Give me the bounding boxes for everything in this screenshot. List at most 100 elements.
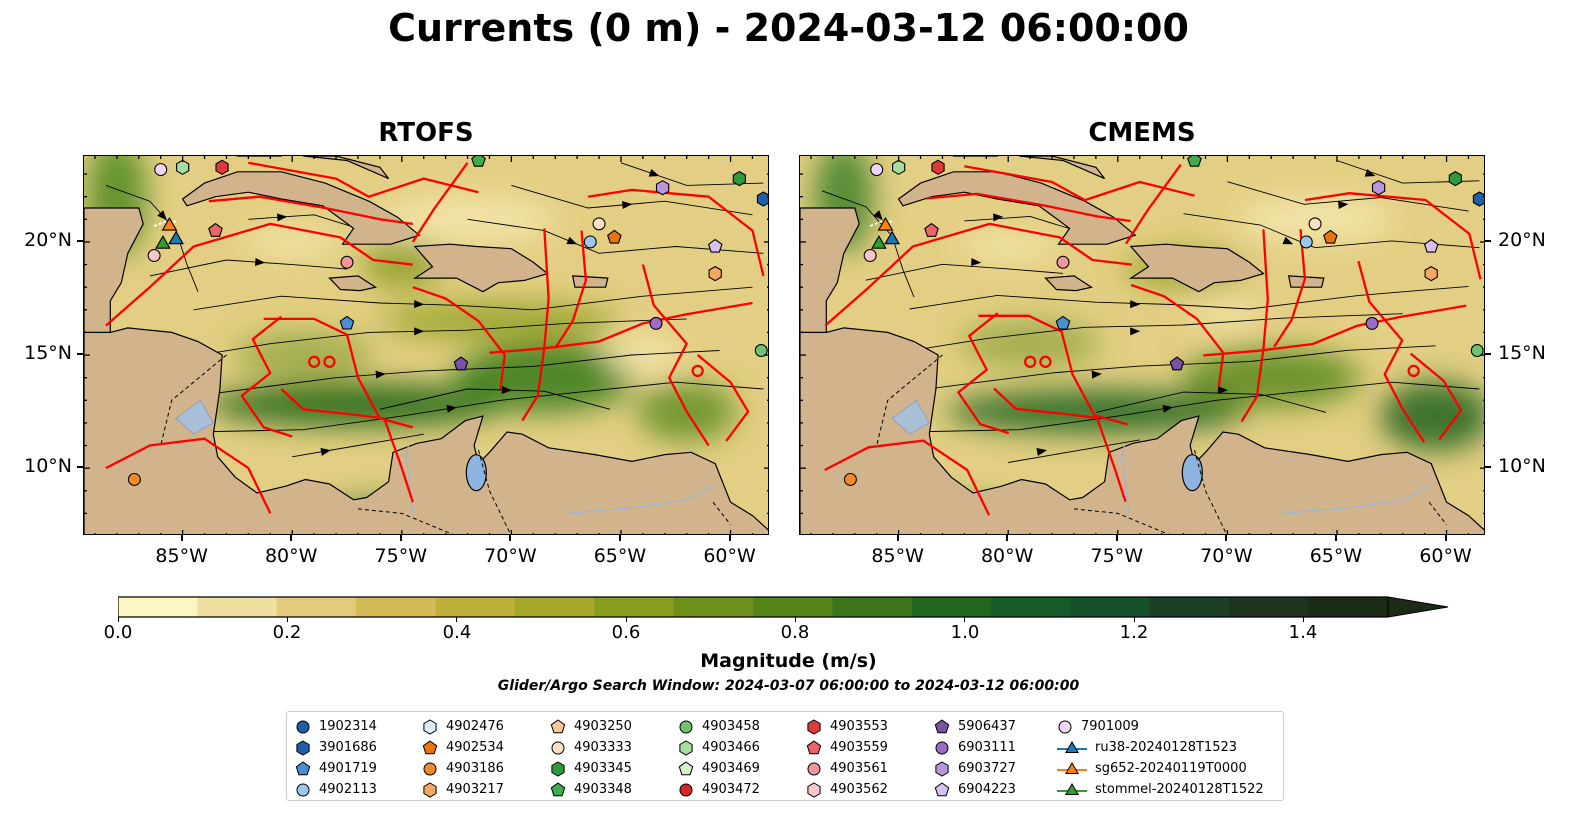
legend-entry: 4903553 [806,716,888,737]
cmems-drifter-tracks [824,163,1482,516]
legend-entry: 4903217 [422,779,504,800]
legend-marker-icon [935,741,949,754]
lon-tick-mark [897,535,899,541]
legend-entry: 6903111 [934,737,1016,758]
legend-label: 4903553 [830,719,888,734]
legend-entry: 4902476 [422,716,504,737]
colorbar-tick-label: 1.2 [1119,622,1149,643]
rtofs-glider-sg652-20240119T0000 [161,217,178,231]
rtofs-glider-stommel-20240128T1522 [155,235,171,249]
rtofs-float-4903186 [127,472,141,486]
legend-marker-icon [935,760,949,777]
legend-label: 4903333 [574,740,632,755]
lon-tick-mark [1006,535,1008,541]
colorbar-tick-label: 1.4 [1288,622,1318,643]
legend-marker-icon [551,741,565,754]
legend-marker-icon [934,781,950,796]
legend-marker-icon [1057,761,1087,774]
rtofs-drifter-tracks [105,161,765,514]
rtofs-float-4902534 [607,229,622,244]
legend-entry: 3901686 [295,737,377,758]
rtofs-landmasses [84,156,768,534]
map-panel-cmems [799,155,1485,535]
legend-marker-icon [679,720,693,733]
cmems-float-6904223 [1423,238,1439,253]
legend-marker-icon [550,781,566,796]
legend-marker-icon [807,762,821,775]
legend-label: 7901009 [1081,719,1139,734]
lon-tick-label: 70°W [1200,545,1253,567]
colorbar-tick-label: 0.8 [780,622,810,643]
legend-marker-icon [807,718,821,735]
legend-label: 6903111 [958,740,1016,755]
colorbar-segment [911,597,992,617]
legend-column: 4903553 4903559 4903561 4903562 [806,716,888,800]
lat-tick-mark [1485,466,1491,468]
cmems-svg [800,156,1484,534]
lon-tick-mark [1225,535,1227,541]
lon-tick-mark [1335,535,1337,541]
colorbar-tick-mark [795,617,796,622]
rtofs-float-3901686 [756,191,768,207]
legend-label: 6904223 [958,782,1016,797]
legend-column: 7901009 ru38-20240128T1523 sg652-20240119T… [1057,716,1264,800]
rtofs-svg [84,156,768,534]
cmems-float-4902113 [1299,235,1313,249]
lat-tick-label-right: 10°N [1498,455,1546,477]
colorbar-tick-mark [1303,617,1304,622]
legend-entry: 4903250 [550,716,632,737]
lon-tick-mark [400,535,402,541]
rtofs-float-6904223 [707,238,723,253]
colorbar-segment [118,597,198,617]
legend-entry: 4903186 [422,758,504,779]
colorbar-segment [832,597,913,617]
legend-label: 4903250 [574,719,632,734]
rtofs-float-4901719 [339,315,355,330]
legend-marker-icon [296,783,310,796]
rtofs-float-4903466 [176,159,190,175]
rtofs-float-4903458 [754,344,768,358]
cmems-streamlines [821,160,1480,463]
cmems-float-4903348 [1187,156,1202,167]
rtofs-float-4903348 [471,156,486,167]
colorbar-tick-mark [1134,617,1135,622]
legend-label: 4903562 [830,782,888,797]
legend-label: 4903217 [446,782,504,797]
lat-tick-label-left: 15°N [24,342,72,364]
cmems-float-7901009 [870,163,884,177]
lon-tick-label: 65°W [593,545,647,567]
rtofs-float-6903111 [649,316,663,330]
cmems-float-4903466 [892,159,906,175]
panel-title-cmems: CMEMS [1088,118,1196,148]
legend-entry: 6904223 [934,779,1016,800]
lat-tick-mark [77,240,83,242]
legend-label: stommel-20240128T1522 [1095,782,1264,797]
legend-column: 1902314 3901686 4901719 4902113 [295,716,377,800]
cmems-float-5906437 [1169,356,1185,371]
legend-column: 4903458 4903466 4903469 4903472 [678,716,760,800]
legend-marker-icon [679,783,693,796]
colorbar-segment [356,597,436,617]
lon-tick-mark [619,535,621,541]
lon-tick-label: 80°W [264,545,318,567]
legend-entry: 4903348 [550,779,632,800]
colorbar-segment [1070,597,1151,617]
cmems-float-4902534 [1323,229,1338,244]
legend-entry: sg652-20240119T0000 [1057,758,1264,779]
rtofs-float-4903217 [708,265,722,282]
colorbar-segment [673,597,754,617]
rtofs-float-4903553 [215,159,229,175]
legend: 1902314 3901686 4901719 4902113 4902476 49025… [286,711,1284,801]
cmems-float-4901719 [1055,315,1071,330]
legend-entry: 4903562 [806,779,888,800]
colorbar-segment [514,597,595,617]
legend-entry: 1902314 [295,716,377,737]
cmems-float-4903562 [863,249,877,263]
legend-entry: 4901719 [295,758,377,779]
colorbar-title: Magnitude (m/s) [700,650,877,672]
legend-column: 4902476 4902534 4903186 4903217 [422,716,504,800]
legend-label: 4903561 [830,761,888,776]
colorbar-segment [276,597,357,617]
legend-marker-icon [423,718,437,735]
lat-tick-label-right: 20°N [1498,229,1546,251]
